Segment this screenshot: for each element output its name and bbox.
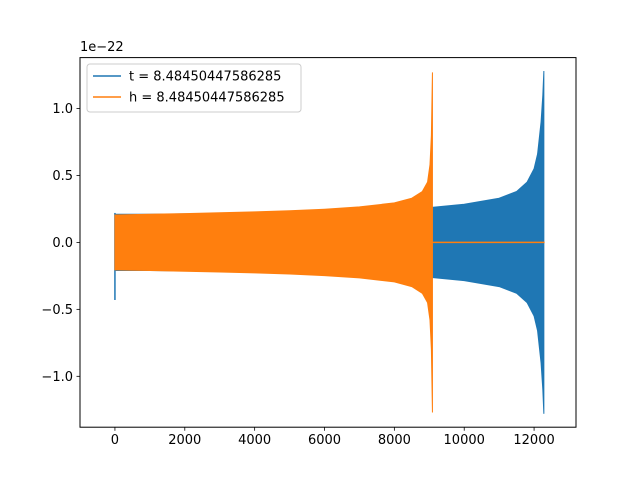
x-tick-label: 8000 [378,433,411,448]
legend-label-2: h = 8.48450447586285 [129,91,285,106]
x-tick-label: 4000 [238,433,271,448]
x-tick-label: 12000 [513,433,554,448]
legend: t = 8.48450447586285 h = 8.48450447586285 [86,63,302,113]
legend-label-1: t = 8.48450447586285 [129,70,281,85]
x-tick-label: 6000 [308,433,341,448]
axis-layer: 0 2000 4000 6000 8000 10000 12000 −1.0 −0.5 0.0 0.… [41,102,554,448]
y-tick-label: 0.5 [52,169,73,184]
series-2-envelope [114,72,433,413]
series-2 [114,72,545,413]
y-tick-label: −1.0 [41,370,73,385]
x-tick-label: 10000 [444,433,485,448]
x-tick-label: 0 [111,433,119,448]
legend-frame [86,63,302,113]
y-offset-label: 1e−22 [80,40,124,55]
y-tick-label: 1.0 [52,102,73,117]
y-tick-label: −0.5 [41,303,73,318]
y-tick-label: 0.0 [52,236,73,251]
x-tick-label: 2000 [168,433,201,448]
series-layer [114,70,545,414]
